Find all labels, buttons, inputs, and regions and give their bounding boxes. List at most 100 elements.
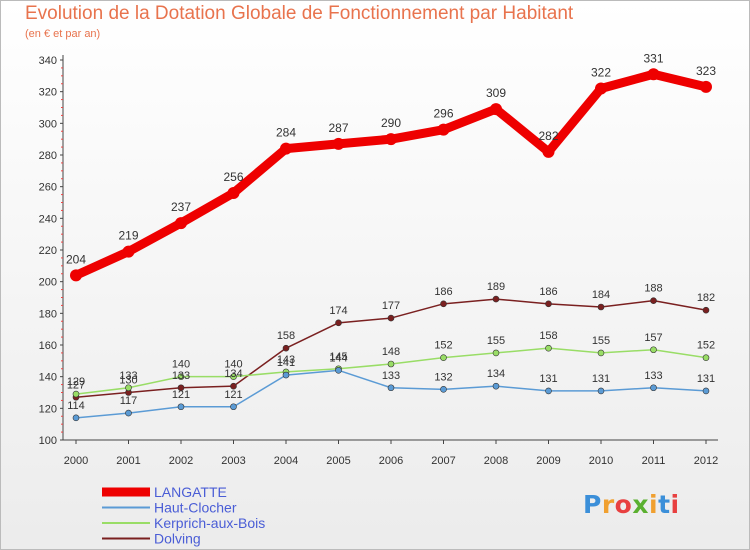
data-label-kerprich-aux-bois: 143 bbox=[277, 354, 295, 366]
data-label-langatte: 331 bbox=[643, 51, 663, 65]
data-label-dolving: 130 bbox=[119, 375, 137, 387]
data-point-dolving bbox=[440, 300, 447, 308]
data-point-haut-clocher bbox=[125, 409, 132, 417]
data-label-dolving: 188 bbox=[644, 283, 662, 295]
x-tick-label: 2008 bbox=[484, 455, 508, 467]
series-line-langatte bbox=[71, 69, 711, 280]
y-tick-label: 160 bbox=[39, 340, 57, 352]
data-label-kerprich-aux-bois: 152 bbox=[434, 340, 452, 352]
data-label-kerprich-aux-bois: 140 bbox=[224, 359, 242, 371]
data-point-kerprich-aux-bois bbox=[545, 344, 552, 352]
data-label-langatte: 322 bbox=[591, 66, 611, 80]
data-point-haut-clocher bbox=[597, 387, 605, 395]
x-tick-label: 2011 bbox=[642, 455, 666, 467]
x-tick-label: 2002 bbox=[169, 455, 193, 467]
chart-title: Evolution de la Dotation Globale de Fonc… bbox=[25, 3, 574, 24]
data-label-langatte: 219 bbox=[118, 229, 138, 243]
y-tick-label: 300 bbox=[39, 118, 57, 130]
data-point-haut-clocher bbox=[335, 367, 342, 374]
data-label-langatte: 282 bbox=[538, 129, 558, 143]
data-label-haut-clocher: 133 bbox=[644, 370, 662, 382]
data-point-langatte bbox=[595, 82, 607, 95]
data-point-langatte bbox=[647, 68, 660, 81]
data-point-haut-clocher bbox=[492, 382, 500, 390]
data-point-langatte bbox=[385, 133, 397, 146]
data-label-haut-clocher: 121 bbox=[172, 389, 190, 401]
legend-label-langatte: LANGATTE bbox=[154, 484, 227, 500]
data-label-kerprich-aux-bois: 133 bbox=[119, 370, 137, 382]
y-tick-label: 120 bbox=[39, 403, 57, 415]
data-point-kerprich-aux-bois bbox=[440, 354, 447, 361]
x-tick-label: 2005 bbox=[326, 455, 350, 467]
data-label-kerprich-aux-bois: 155 bbox=[487, 335, 505, 347]
data-label-dolving: 184 bbox=[592, 289, 610, 301]
data-point-langatte bbox=[122, 245, 135, 258]
logo-letter: i bbox=[670, 490, 680, 519]
x-tick-label: 2010 bbox=[589, 455, 613, 467]
data-label-langatte: 309 bbox=[486, 86, 506, 100]
data-point-kerprich-aux-bois bbox=[702, 354, 710, 361]
data-point-langatte bbox=[542, 145, 555, 158]
data-point-dolving bbox=[492, 295, 500, 303]
data-point-kerprich-aux-bois bbox=[650, 346, 657, 354]
data-point-langatte bbox=[332, 137, 345, 150]
data-label-dolving: 177 bbox=[382, 300, 400, 312]
chart-subtitle: (en € et par an) bbox=[25, 28, 101, 40]
data-label-langatte: 204 bbox=[66, 252, 86, 266]
y-tick-label: 320 bbox=[39, 87, 57, 99]
x-tick-label: 2012 bbox=[694, 455, 718, 467]
y-tick-label: 100 bbox=[39, 435, 57, 447]
data-label-dolving: 174 bbox=[329, 305, 347, 317]
data-label-haut-clocher: 134 bbox=[487, 368, 505, 380]
data-label-haut-clocher: 114 bbox=[67, 400, 85, 412]
legend-label-haut-clocher: Haut-Clocher bbox=[154, 500, 237, 516]
data-point-dolving bbox=[335, 319, 342, 327]
data-point-kerprich-aux-bois bbox=[597, 349, 605, 357]
data-point-langatte bbox=[437, 123, 450, 136]
data-label-dolving: 186 bbox=[434, 286, 452, 298]
data-point-dolving bbox=[177, 384, 185, 392]
data-point-haut-clocher bbox=[230, 403, 237, 411]
data-point-kerprich-aux-bois bbox=[177, 373, 185, 380]
x-tick-label: 2003 bbox=[221, 455, 245, 467]
data-point-dolving bbox=[545, 300, 552, 308]
data-label-dolving: 127 bbox=[67, 379, 85, 391]
data-point-dolving bbox=[597, 303, 605, 311]
x-tick-label: 2006 bbox=[379, 455, 403, 467]
data-point-haut-clocher bbox=[177, 403, 185, 411]
data-label-haut-clocher: 117 bbox=[120, 395, 138, 407]
legend-label-kerprich-aux-bois: Kerprich-aux-Bois bbox=[154, 515, 265, 531]
data-point-langatte bbox=[280, 142, 292, 155]
data-label-haut-clocher: 121 bbox=[224, 389, 242, 401]
data-label-langatte: 237 bbox=[171, 200, 191, 214]
data-point-haut-clocher bbox=[387, 384, 395, 392]
data-label-dolving: 182 bbox=[697, 292, 715, 304]
data-label-langatte: 287 bbox=[328, 121, 348, 135]
data-point-dolving bbox=[230, 382, 237, 390]
data-label-haut-clocher: 133 bbox=[382, 370, 400, 382]
y-tick-label: 340 bbox=[39, 55, 57, 67]
data-label-dolving: 189 bbox=[487, 281, 505, 293]
data-label-haut-clocher: 132 bbox=[434, 371, 452, 383]
data-label-langatte: 323 bbox=[696, 64, 716, 78]
data-label-langatte: 284 bbox=[276, 126, 296, 140]
x-tick-label: 2001 bbox=[116, 455, 140, 467]
data-point-langatte bbox=[70, 269, 82, 282]
logo-letter: i bbox=[649, 490, 659, 519]
data-point-dolving bbox=[282, 344, 290, 352]
data-label-kerprich-aux-bois: 158 bbox=[539, 330, 557, 342]
y-tick-label: 140 bbox=[39, 372, 57, 384]
logo-letter: P bbox=[583, 490, 602, 519]
data-point-langatte bbox=[700, 80, 712, 93]
data-point-haut-clocher bbox=[440, 386, 447, 393]
logo-letter: t bbox=[658, 490, 671, 519]
data-point-haut-clocher bbox=[282, 371, 290, 379]
data-point-kerprich-aux-bois bbox=[72, 390, 80, 398]
data-point-dolving bbox=[702, 306, 710, 314]
logo-letter: r bbox=[601, 490, 615, 519]
data-label-haut-clocher: 131 bbox=[539, 373, 557, 385]
data-label-kerprich-aux-bois: 152 bbox=[697, 340, 715, 352]
data-label-haut-clocher: 141 bbox=[277, 357, 295, 369]
